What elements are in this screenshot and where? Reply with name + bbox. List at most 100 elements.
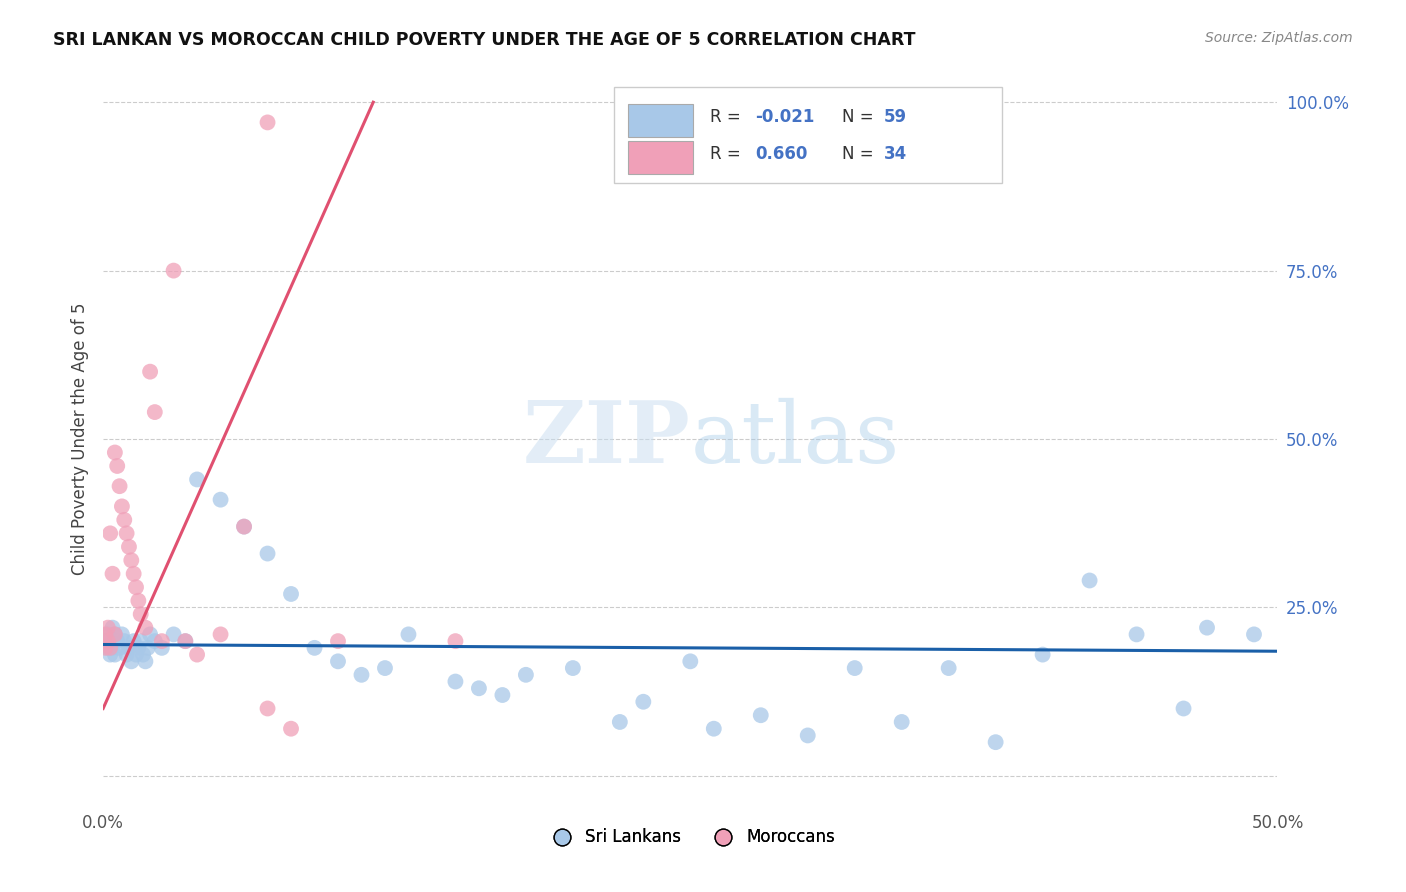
Text: N =: N = <box>842 145 879 162</box>
Point <box>326 654 349 668</box>
Point <box>104 445 127 459</box>
Point <box>984 735 1007 749</box>
Text: 34: 34 <box>884 145 907 162</box>
Point <box>105 634 128 648</box>
Point <box>139 365 162 379</box>
Text: Source: ZipAtlas.com: Source: ZipAtlas.com <box>1205 31 1353 45</box>
Point <box>890 714 912 729</box>
Point <box>938 661 960 675</box>
Point <box>122 634 145 648</box>
Text: SRI LANKAN VS MOROCCAN CHILD POVERTY UNDER THE AGE OF 5 CORRELATION CHART: SRI LANKAN VS MOROCCAN CHILD POVERTY UND… <box>53 31 915 49</box>
Point <box>515 668 537 682</box>
Point <box>101 566 124 581</box>
Point <box>1195 621 1218 635</box>
Point <box>105 458 128 473</box>
Point <box>256 115 278 129</box>
Text: ZIP: ZIP <box>523 397 690 481</box>
Point <box>98 640 121 655</box>
Point <box>104 627 127 641</box>
Point <box>256 701 278 715</box>
Text: R =: R = <box>710 108 747 126</box>
Point <box>209 492 232 507</box>
Point <box>98 634 121 648</box>
Point <box>143 405 166 419</box>
Point <box>129 607 152 622</box>
Point <box>491 688 513 702</box>
Point <box>233 519 256 533</box>
Point <box>111 627 134 641</box>
Point <box>127 593 149 607</box>
Point <box>118 540 141 554</box>
Point <box>256 547 278 561</box>
Point <box>132 648 155 662</box>
Point <box>150 640 173 655</box>
Text: atlas: atlas <box>690 398 900 481</box>
Point <box>374 661 396 675</box>
Point <box>97 621 120 635</box>
Point <box>104 627 127 641</box>
Bar <box>628 103 693 137</box>
Point <box>104 648 127 662</box>
Point <box>174 634 197 648</box>
Point <box>679 654 702 668</box>
Point <box>350 668 373 682</box>
Point <box>280 722 302 736</box>
Point <box>98 526 121 541</box>
Point <box>94 634 117 648</box>
Point <box>136 640 159 655</box>
Point <box>97 627 120 641</box>
Point <box>108 479 131 493</box>
Point <box>97 640 120 655</box>
Point <box>127 640 149 655</box>
FancyBboxPatch shape <box>614 87 1001 184</box>
Point <box>444 634 467 648</box>
Point <box>1032 648 1054 662</box>
Point <box>162 263 184 277</box>
Point <box>101 640 124 655</box>
Point <box>111 500 134 514</box>
Point <box>97 634 120 648</box>
Legend: Sri Lankans, Moroccans: Sri Lankans, Moroccans <box>538 822 842 853</box>
Y-axis label: Child Poverty Under the Age of 5: Child Poverty Under the Age of 5 <box>72 302 89 575</box>
Point <box>115 526 138 541</box>
Point <box>139 627 162 641</box>
Point <box>108 640 131 655</box>
Bar <box>628 141 693 174</box>
Point <box>304 640 326 655</box>
Point <box>118 640 141 655</box>
Point <box>134 654 156 668</box>
Point <box>94 640 117 655</box>
Point <box>468 681 491 696</box>
Point <box>1243 627 1265 641</box>
Text: 59: 59 <box>884 108 907 126</box>
Point <box>186 648 208 662</box>
Point <box>280 587 302 601</box>
Point <box>186 472 208 486</box>
Point <box>174 634 197 648</box>
Point <box>120 553 142 567</box>
Point <box>120 654 142 668</box>
Text: 0.660: 0.660 <box>755 145 807 162</box>
Point <box>444 674 467 689</box>
Point <box>561 661 583 675</box>
Point <box>796 728 818 742</box>
Point <box>209 627 232 641</box>
Point <box>125 580 148 594</box>
Point <box>162 627 184 641</box>
Point <box>129 634 152 648</box>
Point <box>703 722 725 736</box>
Point <box>1173 701 1195 715</box>
Point <box>749 708 772 723</box>
Point <box>98 648 121 662</box>
Text: N =: N = <box>842 108 879 126</box>
Point <box>1125 627 1147 641</box>
Point <box>233 519 256 533</box>
Point <box>1078 574 1101 588</box>
Point <box>125 648 148 662</box>
Point <box>150 634 173 648</box>
Point <box>609 714 631 729</box>
Point <box>326 634 349 648</box>
Point <box>101 621 124 635</box>
Point <box>112 513 135 527</box>
Point <box>398 627 420 641</box>
